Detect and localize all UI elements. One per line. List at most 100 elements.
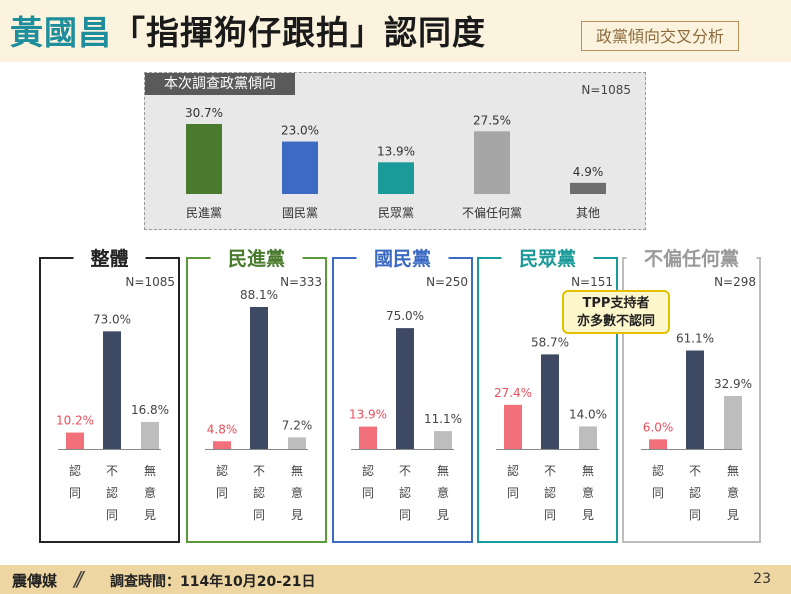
answer-category-char: 認 — [362, 463, 374, 478]
panel-title-bg — [73, 246, 146, 270]
answer-category-char: 認 — [507, 463, 519, 478]
party-value-label: 23.0% — [281, 124, 319, 138]
answer-value-label: 7.2% — [282, 418, 313, 432]
answer-value-label: 58.7% — [531, 335, 569, 349]
panel-title: 民眾黨 — [519, 247, 576, 270]
answer-category-char: 無 — [582, 463, 594, 478]
panel-title: 不偏任何黨 — [644, 247, 739, 270]
tpp-callout-line1: TPP支持者 — [582, 296, 650, 311]
footer-band: 震傳媒 // 調查時間：114年10月20-21日 23 — [0, 565, 791, 594]
answer-value-label: 13.9% — [349, 408, 387, 422]
answer-category-char: 無 — [727, 463, 739, 478]
answer-value-label: 27.4% — [494, 386, 532, 400]
answer-category-char: 認 — [544, 485, 556, 500]
answer-category-char: 不 — [689, 464, 701, 478]
panel-title-bg — [356, 246, 449, 270]
answer-category-char: 認 — [106, 485, 118, 500]
answer-bar — [724, 395, 742, 449]
answer-category-char: 不 — [106, 464, 118, 478]
party-category-label: 國民黨 — [282, 206, 318, 220]
answer-category-char: 同 — [69, 486, 81, 500]
answer-category-char: 認 — [216, 463, 228, 478]
answer-value-label: 14.0% — [569, 407, 607, 421]
answer-category-char: 無 — [291, 463, 303, 478]
answer-category-char: 不 — [253, 464, 265, 478]
answer-category-char: 同 — [689, 508, 701, 522]
answer-bar — [686, 350, 704, 449]
answer-category-char: 意 — [727, 485, 739, 500]
title-rest: 「指揮狗仔跟拍」認同度 — [112, 13, 486, 52]
answer-category-char: 同 — [216, 486, 228, 500]
answer-category-char: 意 — [437, 485, 449, 500]
panel-n-label: N=333 — [280, 275, 322, 289]
answer-category-char: 認 — [689, 485, 701, 500]
tpp-callout: TPP支持者 亦多數不認同 — [562, 290, 670, 334]
answer-category-char: 意 — [144, 485, 156, 500]
answer-bar — [541, 354, 559, 449]
panel-n-label: N=250 — [426, 275, 468, 289]
answer-category-char: 同 — [362, 486, 374, 500]
answer-value-label: 6.0% — [643, 420, 674, 434]
panel-title: 國民黨 — [374, 247, 431, 270]
answer-value-label: 10.2% — [56, 414, 94, 428]
panel-title-bg — [210, 246, 303, 270]
party-category-label: 其他 — [576, 206, 600, 220]
party-bar — [282, 141, 318, 194]
panel-title: 整體 — [90, 247, 128, 270]
party-bar — [186, 124, 222, 194]
answer-value-label: 73.0% — [93, 312, 131, 326]
answer-category-char: 見 — [144, 508, 156, 522]
answer-bar — [141, 421, 159, 449]
answer-category-char: 見 — [291, 508, 303, 522]
party-category-label: 民眾黨 — [378, 206, 414, 220]
answer-category-char: 同 — [253, 508, 265, 522]
answer-category-char: 認 — [399, 485, 411, 500]
party-bar — [378, 162, 414, 194]
header-band: 黃國昌「指揮狗仔跟拍」認同度 政黨傾向交叉分析 — [0, 0, 791, 62]
panel-n-label: N=1085 — [125, 275, 175, 289]
answer-value-label: 32.9% — [714, 377, 752, 391]
subtitle-badge: 政黨傾向交叉分析 — [581, 21, 739, 51]
answer-category-char: 不 — [544, 464, 556, 478]
panel-n-label: N=151 — [571, 275, 613, 289]
answer-value-label: 11.1% — [424, 412, 462, 426]
answer-category-char: 意 — [291, 485, 303, 500]
answer-bar — [250, 307, 268, 449]
answer-category-char: 不 — [399, 464, 411, 478]
panel-title: 民進黨 — [228, 247, 285, 270]
party-value-label: 13.9% — [377, 144, 415, 158]
answer-bar — [213, 441, 231, 449]
party-bar — [570, 182, 606, 194]
answer-category-char: 無 — [437, 463, 449, 478]
answer-bar — [103, 331, 121, 449]
title-name: 黃國昌 — [10, 13, 112, 52]
answer-category-char: 認 — [69, 463, 81, 478]
party-bar — [474, 131, 510, 194]
answer-value-label: 75.0% — [386, 309, 424, 323]
answer-category-char: 見 — [727, 508, 739, 522]
party-distribution-n: N=1085 — [581, 83, 631, 97]
party-value-label: 4.9% — [573, 165, 604, 179]
page-number: 23 — [753, 571, 771, 587]
answer-value-label: 88.1% — [240, 288, 278, 302]
party-distribution-panel: 本次調查政黨傾向 N=1085 — [144, 72, 646, 230]
party-category-label: 不偏任何黨 — [462, 205, 522, 220]
answer-bar — [434, 431, 452, 449]
answer-bar — [288, 437, 306, 449]
panel-title-bg — [501, 246, 594, 270]
answer-category-char: 見 — [582, 508, 594, 522]
survey-date: 調查時間：114年10月20-21日 — [110, 574, 316, 590]
answer-category-char: 見 — [437, 508, 449, 522]
answer-category-char: 同 — [652, 486, 664, 500]
footer-slash-icon: // — [74, 567, 84, 591]
party-value-label: 27.5% — [473, 113, 511, 127]
answer-category-char: 同 — [106, 508, 118, 522]
tpp-callout-line2: 亦多數不認同 — [576, 314, 655, 329]
footer-brand: 震傳媒 — [12, 572, 58, 590]
panel-title-bg — [626, 246, 757, 270]
answer-category-char: 同 — [399, 508, 411, 522]
answer-category-char: 同 — [544, 508, 556, 522]
answer-category-char: 意 — [582, 485, 594, 500]
answer-bar — [359, 426, 377, 449]
